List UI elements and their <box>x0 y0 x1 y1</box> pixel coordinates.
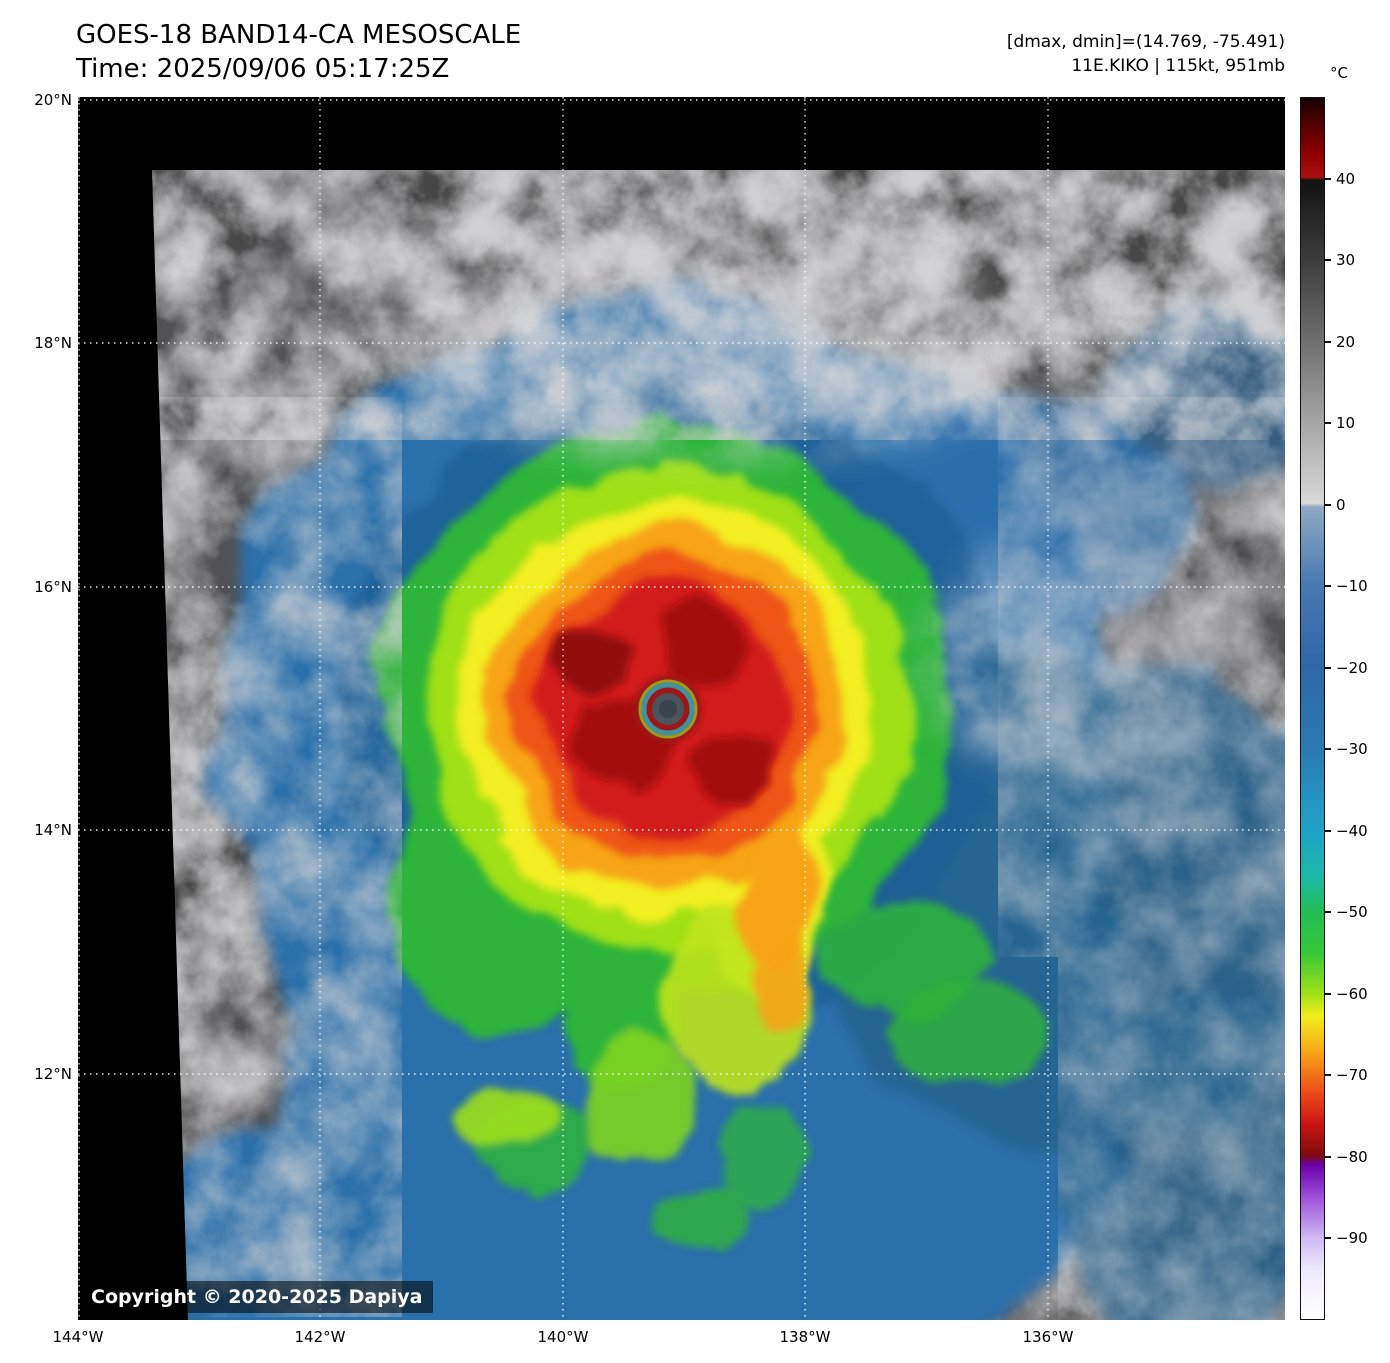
hurricane-eye-center <box>659 700 677 718</box>
lat-label-20n: 20°N <box>34 91 72 109</box>
colorbar-tick-label: −50 <box>1324 903 1368 921</box>
lon-label-142w: 142°W <box>294 1328 346 1346</box>
colorbar-tick-label: −40 <box>1324 822 1368 840</box>
storm-info-readout: 11E.KIKO | 115kt, 951mb <box>1071 56 1285 76</box>
colorbar-tick-label: −10 <box>1324 577 1368 595</box>
colorbar-tick-label: −70 <box>1324 1066 1368 1084</box>
colorbar-tick-label: 10 <box>1323 414 1356 432</box>
colorbar-tick-label: −30 <box>1324 740 1368 758</box>
satellite-map: Copyright © 2020-2025 Dapiya <box>78 97 1285 1320</box>
eyewall-cyan-ring <box>641 682 695 736</box>
colorbar-tick-label: −90 <box>1324 1229 1368 1247</box>
lat-label-12n: 12°N <box>34 1065 72 1083</box>
lon-label-144w: 144°W <box>52 1328 104 1346</box>
lat-label-18n: 18°N <box>34 334 72 352</box>
south-band-orange-2 <box>751 943 811 1027</box>
colorbar-unit-label: °C <box>1330 64 1348 82</box>
colorbar <box>1300 97 1325 1320</box>
lon-label-136w: 136°W <box>1022 1328 1074 1346</box>
eyewall-cold-ring <box>638 679 698 739</box>
peripheral-clouds <box>152 170 1285 1320</box>
timestamp-line: Time: 2025/09/06 05:17:25Z <box>76 54 450 84</box>
south-band-orange <box>737 825 813 969</box>
page-title: GOES-18 BAND14-CA MESOSCALE <box>76 20 522 50</box>
lon-label-138w: 138°W <box>779 1328 831 1346</box>
dmax-dmin-readout: [dmax, dmin]=(14.769, -75.491) <box>1006 32 1285 52</box>
satellite-image <box>78 97 1285 1320</box>
colorbar-tick-label: 20 <box>1323 333 1356 351</box>
lat-label-16n: 16°N <box>34 578 72 596</box>
copyright-watermark: Copyright © 2020-2025 Dapiya <box>80 1281 434 1313</box>
colorbar-tick-label: 30 <box>1323 251 1356 269</box>
lat-label-14n: 14°N <box>34 821 72 839</box>
colorbar-tick-label: −20 <box>1324 659 1368 677</box>
lon-label-140w: 140°W <box>537 1328 589 1346</box>
colorbar-tick-label: −80 <box>1324 1148 1368 1166</box>
colorbar-tick-label: 40 <box>1323 170 1356 188</box>
colorbar-tick-label: 0 <box>1324 496 1346 514</box>
colorbar-tick-label: −60 <box>1324 985 1368 1003</box>
